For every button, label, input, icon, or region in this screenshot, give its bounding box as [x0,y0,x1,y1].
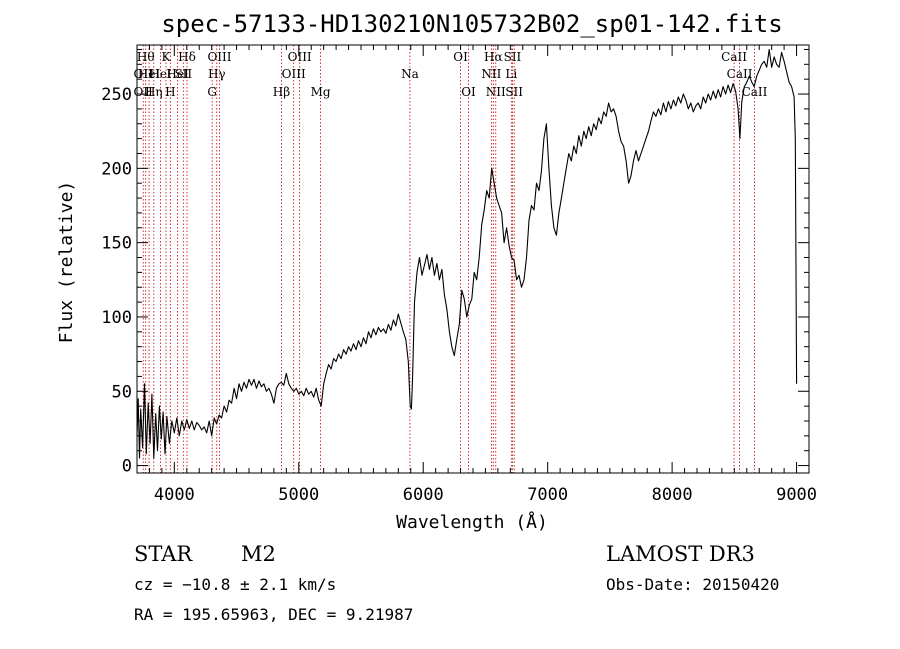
line-label-h-3968: H [165,85,175,99]
line-label-caii-8542: CaII [727,67,753,81]
y-axis-label: Flux (relative) [56,181,77,344]
x-tick-label: 6000 [403,485,444,505]
x-tick-label: 8000 [652,485,693,505]
line-label-caii-8498: CaII [721,50,747,64]
object-type: STAR [134,542,193,566]
line-label-h-4102: Hδ [178,50,196,64]
line-label-nii-6583: NII [486,85,506,99]
line-label-h-3835: Hη [145,85,163,99]
line-label-caii-8662: CaII [742,85,768,99]
line-label-k-3933: K [162,50,172,64]
line-label-nii-6548: NII [481,67,501,81]
x-tick-label: 5000 [278,485,319,505]
line-label-na-5893: Na [401,67,419,81]
line-label-sii-6731: SII [505,85,523,99]
line-label-group: OIIOIIHθHeIHηHeIKHHeISIIHδGHγOIIIHβOIIIO… [134,50,768,99]
x-tick-label: 7000 [527,485,568,505]
plot-frame [136,44,810,474]
y-tick-label: 50 [112,382,132,402]
y-tick-label: 100 [101,308,132,328]
line-label-oiii-4959: OIII [282,67,306,81]
line-label-oi-6364: OI [461,85,476,99]
coordinates-readout: RA = 195.65963, DEC = 9.21987 [134,605,413,624]
line-marker-group [142,45,755,473]
redshift-readout: cz = −10.8 ± 2.1 km/s [134,575,336,594]
observation-date: Obs-Date: 20150420 [606,575,779,594]
line-label-li-6708: Li [505,67,517,81]
line-label-hei-3797: HeI [138,67,161,81]
y-tick-label: 200 [101,159,132,179]
line-label-h-3770: Hθ [137,50,155,64]
y-tick-label: 0 [122,457,132,477]
line-label-sii-6717: SII [504,50,522,64]
object-subclass: M2 [241,542,276,566]
y-tick-label: 150 [101,234,132,254]
line-label-oii-3750: OII [134,85,154,99]
line-label-g-4304: G [207,85,217,99]
x-tick-label: 9000 [776,485,817,505]
line-label-mg-5175: Mg [311,85,331,99]
line-label-oiii-5007: OIII [288,50,312,64]
line-label-hei-4026: HeI [166,67,189,81]
line-label-h-4861: Hβ [273,85,290,99]
line-label-sii-4072: SII [174,67,192,81]
survey-name: LAMOST DR3 [606,542,755,566]
spectrum-series-line [136,48,798,459]
line-label-oii-3750: OII [134,67,154,81]
line-label-h-6563: Hα [484,50,503,64]
y-axis: 0 50 100 150 200 250 [101,48,809,477]
y-tick-label: 250 [101,85,132,105]
line-label-oi-6300: OI [453,50,468,64]
line-label-hei-3889: HeI [149,67,172,81]
x-axis-label: Wavelength (Å) [396,511,548,533]
x-tick-label: 4000 [154,485,195,505]
line-label-h-4341: Hγ [208,67,226,81]
chart-title: spec-57133-HD130210N105732B02_sp01-142.f… [161,10,782,38]
x-axis: 4000 5000 6000 7000 8000 9000 [136,45,817,505]
line-label-oiii-4363: OIII [207,50,231,64]
